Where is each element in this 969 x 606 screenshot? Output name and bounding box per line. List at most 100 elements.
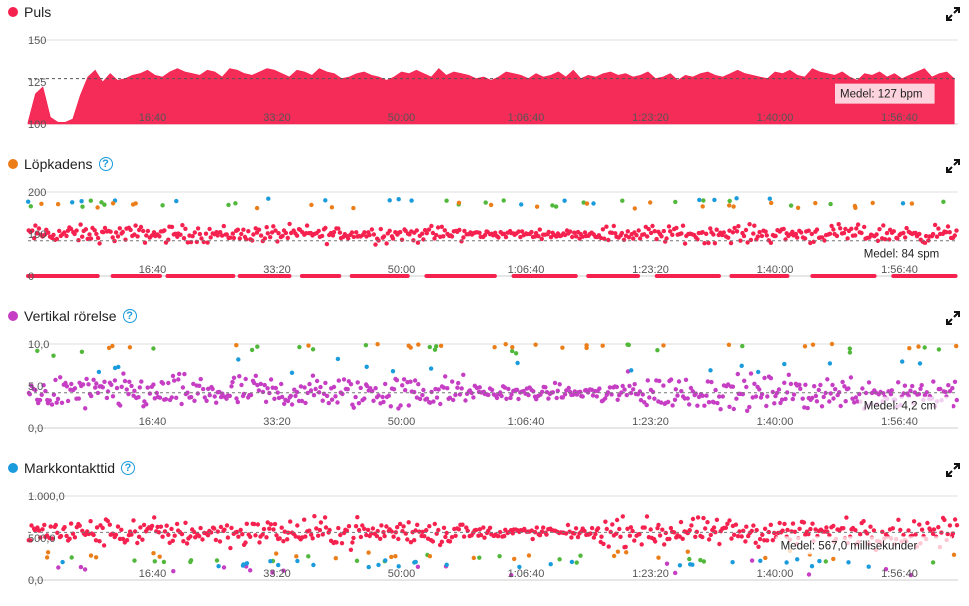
data-point [183, 520, 188, 525]
data-point [311, 393, 317, 398]
data-point [922, 345, 927, 350]
data-point [580, 394, 585, 399]
data-point [403, 228, 408, 233]
data-point [494, 395, 500, 401]
data-point [228, 235, 233, 240]
data-point [747, 404, 752, 410]
data-point [233, 201, 238, 206]
data-point [214, 400, 219, 405]
expand-icon[interactable] [945, 6, 961, 22]
data-point [241, 227, 246, 232]
data-point [234, 396, 239, 401]
data-point [102, 225, 108, 231]
data-point [72, 231, 77, 237]
data-point [690, 562, 695, 567]
help-icon[interactable]: ? [121, 461, 136, 475]
data-point [931, 527, 937, 532]
data-point [197, 231, 203, 237]
data-point [664, 561, 670, 566]
data-point [701, 515, 706, 521]
data-point [68, 226, 74, 232]
data-point [743, 227, 749, 233]
average-label-bg [775, 536, 952, 555]
data-point [795, 235, 800, 240]
data-point [516, 229, 521, 234]
data-point [48, 524, 53, 529]
expand-icon[interactable] [945, 310, 961, 326]
data-point [295, 523, 300, 528]
data-point [654, 236, 659, 242]
data-point [477, 385, 482, 390]
data-point [207, 393, 212, 398]
data-point [95, 205, 100, 210]
data-point [763, 229, 768, 234]
data-point [394, 378, 400, 383]
data-point [238, 527, 243, 533]
x-tick-label: 1:23:20 [632, 264, 669, 276]
expand-icon[interactable] [945, 158, 961, 174]
data-point [904, 225, 909, 231]
data-point [110, 235, 115, 240]
data-point [161, 559, 167, 565]
data-point [256, 227, 262, 232]
x-tick-label: 1:40:00 [757, 568, 794, 580]
data-point [734, 196, 739, 201]
data-point [482, 535, 487, 540]
data-point [348, 382, 354, 387]
data-point [928, 528, 933, 533]
data-point [132, 529, 138, 534]
data-point [362, 526, 367, 531]
data-point [602, 236, 607, 241]
data-point [336, 525, 341, 531]
data-point [694, 529, 699, 534]
data-point [208, 235, 213, 240]
panel-title: Löpkadens [24, 156, 93, 172]
data-point [745, 408, 750, 413]
data-point [105, 518, 111, 524]
data-point [253, 226, 258, 231]
data-point [638, 398, 644, 403]
data-point [219, 233, 225, 238]
data-point [383, 558, 388, 563]
data-point [503, 342, 508, 347]
expand-icon[interactable] [945, 462, 961, 478]
data-point [260, 389, 266, 395]
data-point [828, 391, 833, 396]
help-icon[interactable]: ? [98, 157, 113, 171]
data-point [461, 235, 466, 240]
data-point [762, 526, 768, 531]
data-point [102, 202, 107, 207]
data-point [78, 564, 84, 570]
data-point [753, 394, 759, 399]
data-point [261, 526, 267, 532]
data-point [782, 380, 787, 385]
data-point [308, 388, 314, 393]
y-tick-label: 10,0 [28, 339, 49, 351]
data-point [283, 230, 289, 236]
data-point [748, 237, 754, 243]
data-point [508, 395, 513, 401]
data-point [349, 230, 355, 235]
data-point [810, 521, 815, 526]
data-point [632, 206, 637, 211]
data-point [930, 231, 936, 237]
data-point [708, 532, 713, 538]
help-icon[interactable]: ? [122, 309, 137, 323]
data-point [114, 385, 120, 391]
data-point [346, 524, 352, 529]
data-point [439, 539, 445, 544]
data-point [797, 382, 802, 387]
data-point [170, 373, 176, 379]
data-point [813, 200, 818, 206]
data-point [450, 379, 455, 384]
data-point [623, 544, 628, 550]
data-point [420, 392, 425, 398]
data-point [941, 199, 946, 204]
data-point [922, 240, 928, 246]
x-tick-label: 1:23:20 [632, 416, 669, 428]
data-point [100, 525, 105, 531]
data-point [260, 532, 265, 537]
data-point [919, 383, 924, 388]
data-point [449, 535, 455, 540]
data-point [181, 539, 186, 544]
